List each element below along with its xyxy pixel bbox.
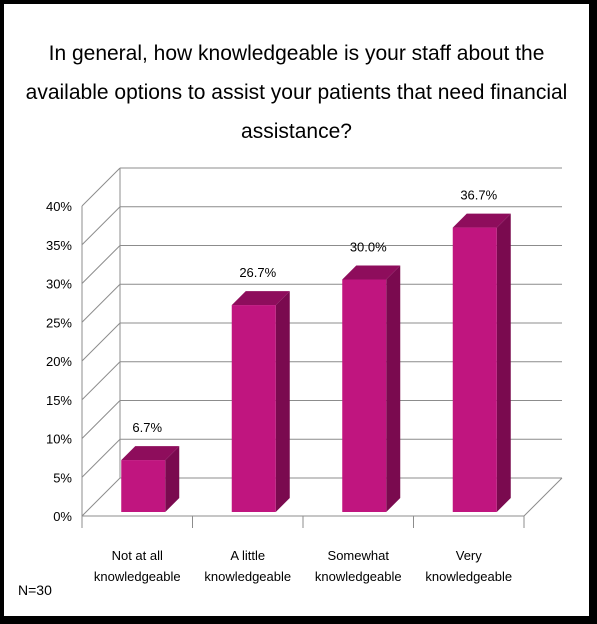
bar-front: [452, 227, 497, 512]
bar-chart: 0% 5% 10% 15% 20% 25% 30% 35% 40% 6.7% 26.7% 30.0%…: [46, 167, 563, 584]
bar-front: [342, 279, 387, 512]
bar: [121, 446, 180, 512]
y-tick-label: 35%: [46, 238, 72, 253]
x-category-label: Somewhat knowledgeable: [315, 548, 402, 584]
gridline-diagonal: [81, 167, 121, 207]
data-label: 36.7%: [460, 188, 497, 203]
gridline-diagonal: [81, 206, 121, 246]
x-category-line: knowledgeable: [94, 569, 181, 584]
x-category-line: A little: [230, 548, 265, 563]
gridline-diagonal: [81, 361, 121, 401]
y-tick-label: 40%: [46, 199, 72, 214]
gridline-diagonal: [81, 400, 121, 439]
gridline-diagonal: [81, 322, 121, 362]
y-tick-label: 25%: [46, 315, 72, 330]
x-axis-categories: Not at all knowledgeable A little knowledge…: [94, 548, 512, 584]
bar-side: [275, 291, 290, 512]
gridline-diagonal: [81, 477, 121, 517]
y-tick-label: 30%: [46, 277, 72, 292]
x-category-line: knowledgeable: [425, 569, 512, 584]
y-axis-ticks: 0% 5% 10% 15% 20% 25% 30% 35% 40%: [46, 199, 72, 524]
bar-side: [496, 213, 511, 512]
y-tick-label: 10%: [46, 432, 72, 447]
chart-title: In general, how knowledgeable is your st…: [25, 42, 568, 143]
data-label: 26.7%: [239, 265, 276, 280]
bar-front: [231, 305, 276, 512]
sample-size-note: N=30: [18, 582, 52, 598]
y-tick-label: 5%: [53, 470, 72, 485]
bar: [231, 291, 290, 512]
floor-right-edge: [523, 477, 563, 517]
x-category-label: A little knowledgeable: [204, 548, 291, 584]
bar: [452, 213, 511, 512]
bar-top: [231, 291, 290, 306]
bar: [342, 265, 401, 512]
bar-front: [121, 460, 166, 512]
x-category-line: Somewhat: [328, 548, 390, 563]
data-labels: 6.7% 26.7% 30.0% 36.7%: [132, 188, 497, 436]
y-tick-label: 0%: [53, 509, 72, 524]
y-tick-label: 20%: [46, 354, 72, 369]
bar-side: [386, 265, 401, 512]
x-category-label: Not at all knowledgeable: [94, 548, 181, 584]
x-category-line: Very: [456, 548, 483, 563]
gridline-diagonal: [81, 283, 121, 323]
bar-top: [121, 446, 180, 461]
data-label: 30.0%: [350, 240, 387, 255]
gridline-diagonal: [81, 245, 121, 284]
bars: [121, 213, 511, 512]
x-category-line: knowledgeable: [315, 569, 402, 584]
bar-side: [165, 446, 180, 512]
bar-top: [452, 213, 511, 228]
x-category-line: knowledgeable: [204, 569, 291, 584]
x-category-line: Not at all: [112, 548, 163, 563]
x-category-label: Very knowledgeable: [425, 548, 512, 584]
chart-frame: In general, how knowledgeable is your st…: [4, 4, 589, 616]
y-tick-label: 15%: [46, 393, 72, 408]
bar-top: [342, 265, 401, 280]
data-label: 6.7%: [132, 420, 162, 435]
gridline-diagonal: [81, 438, 121, 478]
